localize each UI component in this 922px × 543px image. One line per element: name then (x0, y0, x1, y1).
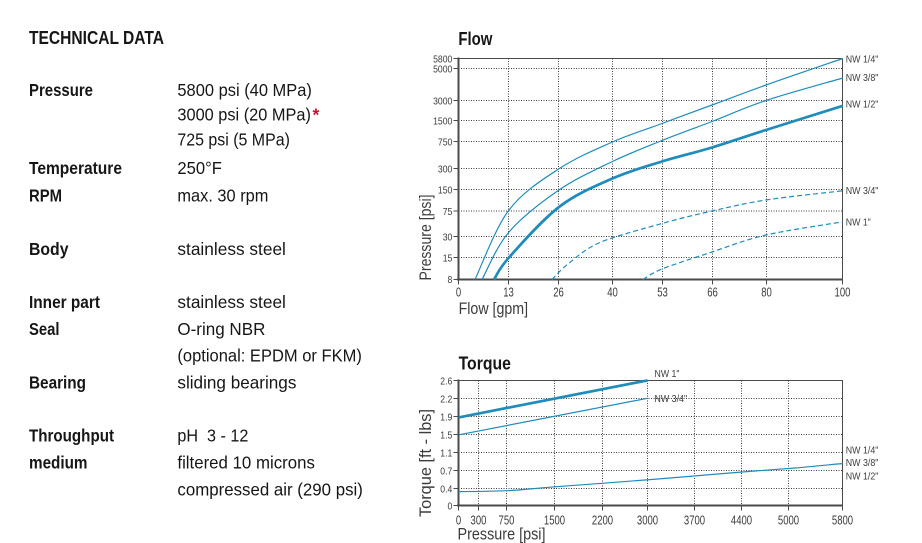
svg-text:750: 750 (438, 137, 453, 148)
svg-text:stainless steel: stainless steel (177, 292, 286, 312)
svg-text:5800: 5800 (433, 54, 452, 65)
svg-text:5000: 5000 (778, 513, 799, 528)
svg-text:NW 1": NW 1" (846, 217, 871, 229)
svg-text:RPM: RPM (29, 185, 62, 205)
svg-text:NW 1/2": NW 1/2" (846, 98, 879, 110)
svg-text:NW 1/4": NW 1/4" (846, 445, 879, 457)
svg-text:Flow: Flow (458, 29, 493, 49)
svg-text:TECHNICAL DATA: TECHNICAL DATA (29, 28, 164, 48)
svg-text:Temperature: Temperature (29, 158, 122, 178)
svg-text:5000: 5000 (433, 64, 452, 75)
svg-text:300: 300 (471, 513, 487, 528)
svg-text:250°F: 250°F (177, 158, 222, 178)
svg-text:stainless steel: stainless steel (177, 239, 286, 259)
svg-text:NW 1": NW 1" (655, 368, 680, 380)
svg-text:100: 100 (835, 284, 851, 299)
svg-text:75: 75 (443, 207, 453, 218)
svg-text:O-ring NBR: O-ring NBR (177, 319, 265, 339)
svg-text:Inner part: Inner part (29, 292, 100, 312)
svg-text:30: 30 (443, 232, 453, 243)
svg-text:Bearing: Bearing (29, 372, 86, 392)
svg-text:Pressure [psi]: Pressure [psi] (458, 525, 546, 543)
svg-text:40: 40 (607, 284, 618, 299)
svg-text:2.2: 2.2 (440, 394, 452, 405)
svg-text:Pressure: Pressure (29, 80, 93, 100)
svg-text:0: 0 (456, 513, 461, 528)
svg-text:5800: 5800 (832, 513, 853, 528)
svg-text:13: 13 (503, 284, 514, 299)
svg-text:Pressure [psi]: Pressure [psi] (416, 195, 435, 281)
svg-text:(optional: EPDM or FKM): (optional: EPDM or FKM) (177, 345, 362, 365)
svg-text:2.6: 2.6 (440, 376, 452, 387)
svg-text:*: * (313, 104, 320, 124)
svg-text:NW 1/2": NW 1/2" (846, 471, 879, 483)
svg-text:8: 8 (448, 275, 453, 286)
svg-text:max. 30 rpm: max. 30 rpm (177, 185, 268, 205)
svg-text:2200: 2200 (592, 513, 613, 528)
svg-text:NW 3/8": NW 3/8" (846, 457, 879, 469)
svg-text:NW 3/4": NW 3/4" (655, 393, 688, 405)
svg-text:sliding bearings: sliding bearings (177, 372, 296, 392)
svg-text:4400: 4400 (731, 513, 752, 528)
svg-text:3000: 3000 (433, 96, 452, 107)
svg-text:5800 psi (40 MPa): 5800 psi (40 MPa) (177, 80, 312, 100)
svg-text:Throughput: Throughput (29, 425, 114, 445)
svg-text:3700: 3700 (684, 513, 705, 528)
svg-text:0: 0 (448, 501, 453, 512)
svg-text:0: 0 (456, 284, 461, 299)
svg-text:150: 150 (438, 185, 453, 196)
svg-text:750: 750 (499, 513, 515, 528)
svg-text:15: 15 (443, 253, 453, 264)
svg-text:Flow [gpm]: Flow [gpm] (459, 299, 528, 318)
svg-text:compressed air (290 psi): compressed air (290 psi) (177, 479, 363, 499)
svg-text:Torque [ft - lbs]: Torque [ft - lbs] (416, 409, 435, 517)
svg-text:1.5: 1.5 (440, 430, 452, 441)
svg-text:filtered 10 microns: filtered 10 microns (177, 452, 315, 472)
svg-text:NW 3/8": NW 3/8" (846, 72, 879, 84)
svg-text:Seal: Seal (29, 319, 60, 339)
svg-text:3000: 3000 (637, 513, 658, 528)
svg-text:NW 3/4": NW 3/4" (846, 185, 879, 197)
svg-text:Torque: Torque (459, 353, 511, 373)
svg-text:3000 psi (20 MPa): 3000 psi (20 MPa) (177, 104, 311, 124)
svg-text:1500: 1500 (544, 513, 565, 528)
svg-text:0.4: 0.4 (440, 484, 452, 495)
svg-text:53: 53 (657, 284, 668, 299)
svg-text:Body: Body (29, 239, 69, 259)
svg-text:80: 80 (761, 284, 772, 299)
svg-text:725 psi (5 MPa): 725 psi (5 MPa) (177, 129, 290, 149)
svg-text:pH 3 - 12: pH 3 - 12 (177, 425, 248, 445)
svg-text:0.7: 0.7 (440, 466, 452, 477)
svg-text:1.9: 1.9 (440, 412, 452, 423)
svg-text:NW 1/4": NW 1/4" (846, 54, 879, 66)
svg-text:medium: medium (29, 452, 88, 472)
svg-text:1500: 1500 (433, 116, 452, 127)
svg-text:300: 300 (438, 164, 453, 175)
svg-text:66: 66 (707, 284, 718, 299)
svg-text:26: 26 (553, 284, 564, 299)
svg-text:1.1: 1.1 (440, 448, 452, 459)
